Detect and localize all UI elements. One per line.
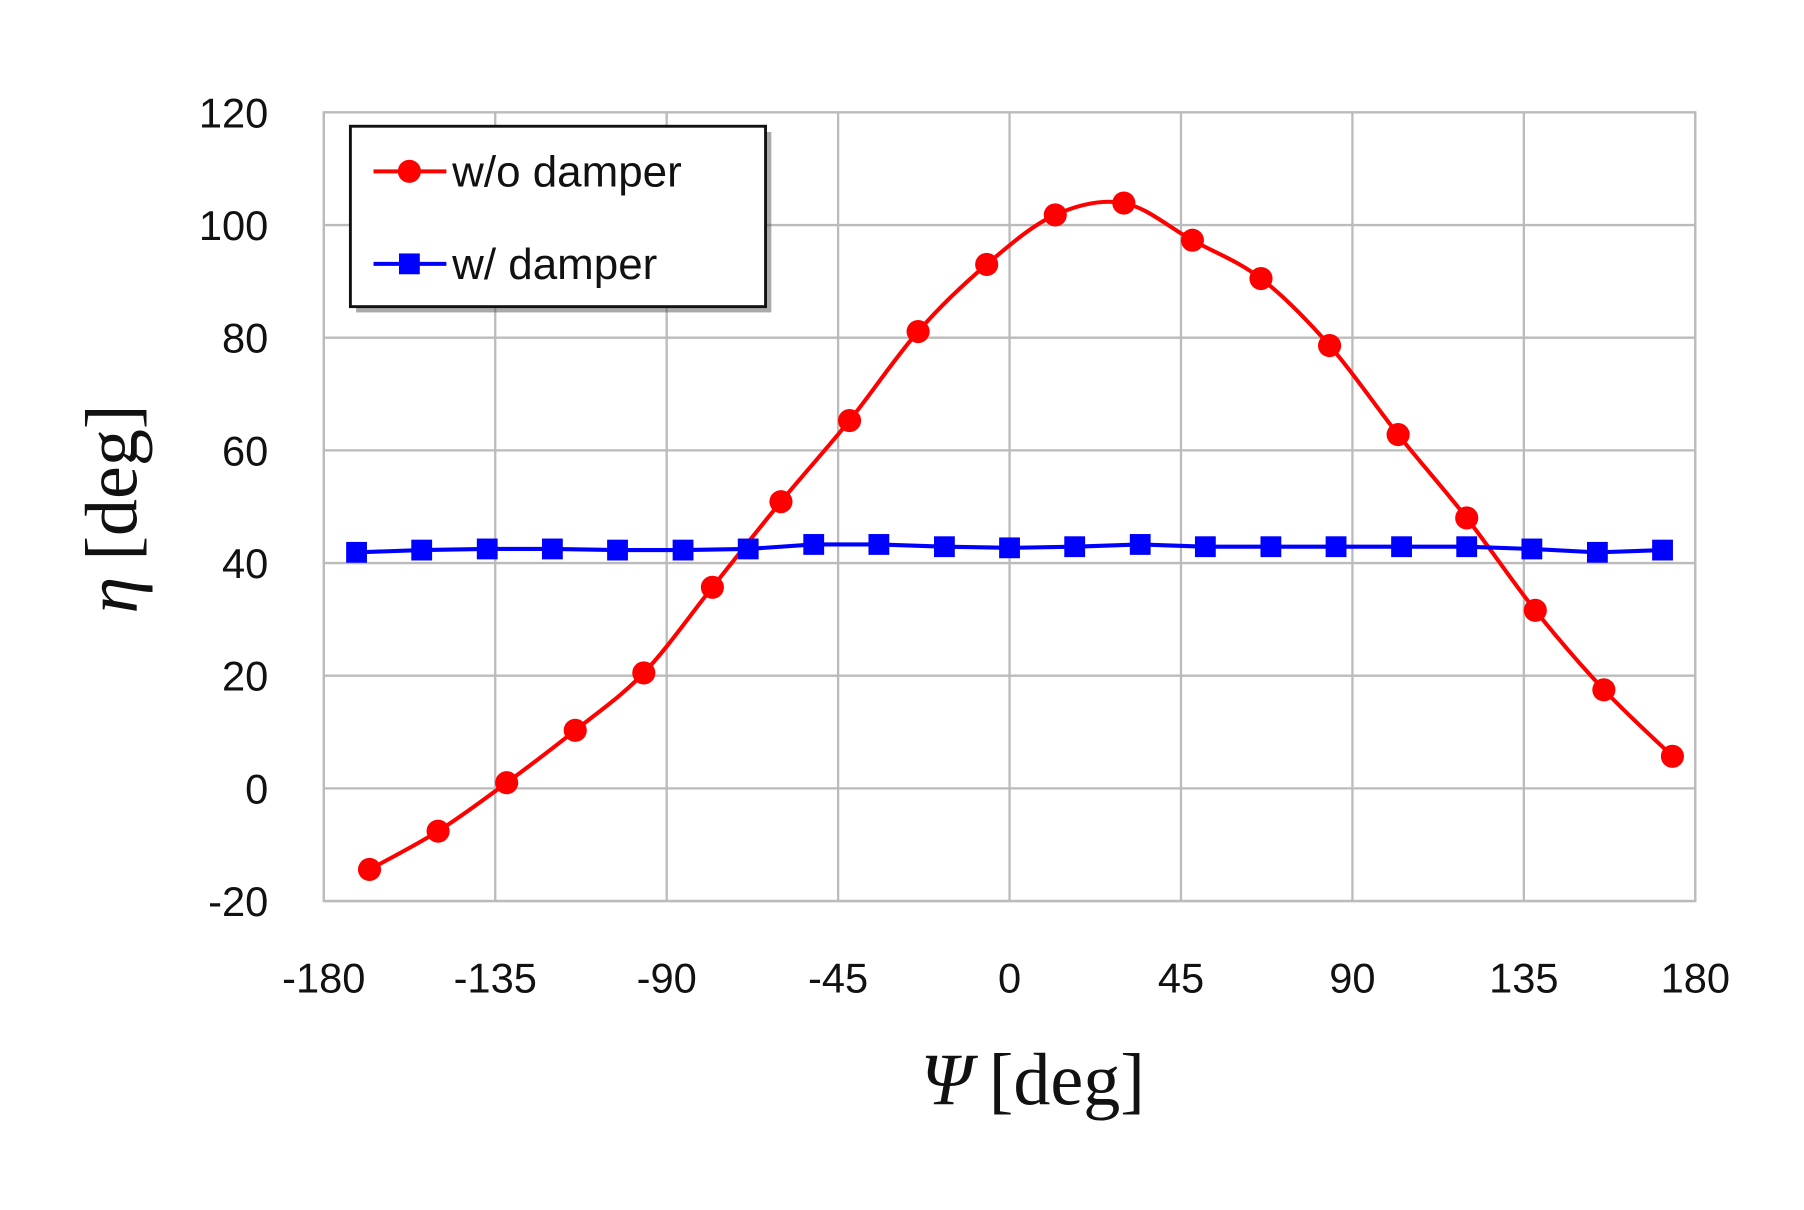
x-tick-label: 45 — [1158, 954, 1204, 1001]
data-point — [1112, 191, 1136, 215]
x-axis-unit: [deg] — [989, 1040, 1145, 1122]
data-point — [1586, 541, 1608, 563]
data-point — [1652, 539, 1673, 561]
x-axis-label: Ψ [deg] — [920, 1040, 1144, 1122]
x-tick-label: -90 — [637, 954, 697, 1001]
legend-entry: w/ damper — [373, 240, 657, 289]
x-tick-labels: -180 -135 -90 -45 0 45 90 135 180 — [282, 954, 1730, 1001]
data-point — [1194, 536, 1216, 558]
data-point — [426, 819, 450, 843]
y-axis-symbol: η — [71, 577, 153, 614]
y-tick-label: 20 — [222, 653, 268, 700]
data-point — [868, 534, 890, 555]
data-point — [1043, 203, 1067, 227]
y-tick-labels: -20 0 20 40 60 80 100 120 — [199, 89, 268, 925]
data-point — [737, 538, 759, 560]
y-tick-label: 100 — [199, 202, 268, 249]
legend: w/o damper w/ damper — [348, 124, 772, 313]
data-point — [1064, 536, 1086, 558]
y-tick-label: 120 — [199, 89, 268, 136]
y-tick-label: 60 — [222, 427, 268, 474]
legend-label: w/o damper — [451, 147, 682, 196]
legend-label: w/ damper — [451, 240, 657, 289]
data-point — [933, 536, 955, 558]
series-without-damper — [357, 191, 1685, 882]
data-point — [411, 539, 433, 561]
data-point — [1129, 534, 1151, 555]
data-point — [1391, 536, 1412, 558]
x-tick-label: -45 — [808, 954, 868, 1001]
data-point — [1260, 536, 1282, 558]
data-point — [1317, 334, 1342, 358]
x-tick-label: 0 — [998, 954, 1021, 1001]
data-point — [346, 541, 367, 563]
data-point — [975, 252, 999, 277]
data-point — [672, 539, 694, 561]
data-point — [1456, 536, 1478, 558]
x-tick-label: -135 — [454, 954, 537, 1001]
x-tick-label: 135 — [1489, 954, 1558, 1001]
data-point — [700, 575, 724, 599]
data-point — [1249, 266, 1273, 291]
x-tick-label: 180 — [1661, 954, 1730, 1001]
data-point — [837, 408, 862, 433]
data-point — [1592, 678, 1616, 702]
data-point — [495, 771, 519, 795]
data-point — [1660, 744, 1685, 768]
data-point — [1521, 538, 1543, 560]
y-axis-label: η [deg] — [71, 404, 153, 613]
data-point — [1523, 598, 1547, 622]
data-point — [1180, 228, 1204, 252]
y-tick-label: 80 — [222, 315, 268, 362]
data-point — [803, 534, 825, 555]
data-point — [357, 857, 382, 882]
series-with-damper — [346, 534, 1673, 563]
y-tick-label: 0 — [245, 765, 268, 812]
data-point — [1386, 423, 1410, 447]
y-tick-label: 40 — [222, 540, 268, 587]
x-tick-label: -180 — [282, 954, 365, 1001]
x-axis-symbol: Ψ — [920, 1040, 978, 1122]
data-point — [1325, 536, 1347, 558]
data-point — [769, 490, 793, 514]
data-point — [632, 661, 656, 685]
plot-area-border — [322, 111, 1697, 903]
x-tick-label: 90 — [1329, 954, 1375, 1001]
data-point — [1455, 506, 1479, 530]
data-point — [999, 537, 1020, 559]
legend-marker — [397, 159, 421, 183]
y-tick-label: -20 — [208, 878, 268, 925]
data-point — [563, 718, 587, 742]
data-point — [607, 539, 628, 561]
data-point — [541, 538, 563, 560]
data-point — [476, 538, 498, 560]
legend-marker — [398, 253, 420, 275]
series-layer — [346, 191, 1685, 882]
legend-entry: w/o damper — [373, 147, 682, 196]
data-point — [906, 319, 930, 344]
y-axis-unit: [deg] — [71, 404, 153, 560]
